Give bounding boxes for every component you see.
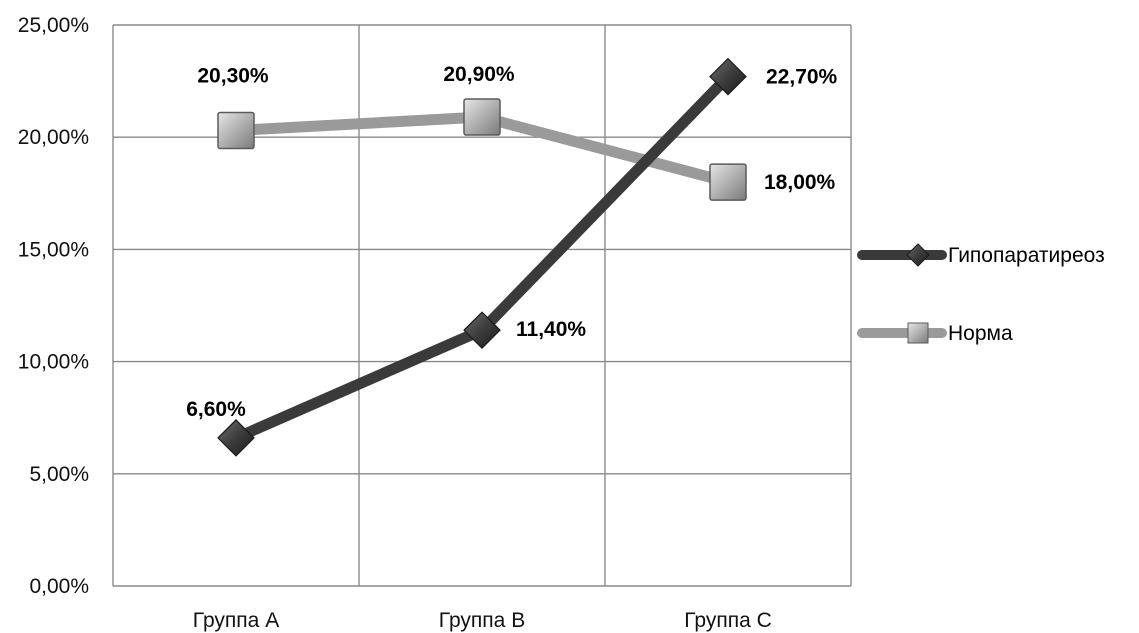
series-point-norma [463,98,501,136]
series-point-norma [217,111,255,150]
legend-marker-diamond [906,243,930,267]
x-tick-label: Группа С [684,609,772,632]
y-tick-label: 20,00% [18,126,89,149]
data-label: 6,60% [186,398,246,421]
y-tick-label: 15,00% [18,238,89,261]
legend-label: Гипопаратиреоз [948,244,1105,267]
data-labels: 6,60% 11,40% 22,70% 20,30% 20,90% 18,00% [186,63,837,421]
y-tick-label: 0,00% [29,575,89,598]
legend: Гипопаратиреоз Норма [857,243,1105,345]
legend-label: Норма [948,322,1013,345]
grid-lines [112,24,852,587]
y-tick-label: 5,00% [29,463,89,486]
data-label: 20,90% [443,63,515,86]
series-group [217,57,747,457]
data-label: 11,40% [516,318,586,341]
series-point-gipoparatireoz [463,311,501,350]
x-axis: Группа А Группа В Группа С [193,609,772,632]
series-point-norma [709,163,747,201]
series-point-gipoparatireoz [709,57,747,96]
y-tick-label: 25,00% [18,14,89,37]
y-tick-label: 10,00% [18,351,89,374]
data-label: 22,70% [766,66,838,89]
data-label: 20,30% [197,64,269,87]
data-label: 18,00% [764,171,836,194]
y-axis: 0,00% 5,00% 10,00% 15,00% 20,00% 25,00% [18,14,89,598]
legend-marker-square [907,322,929,344]
x-tick-label: Группа В [439,609,525,632]
x-tick-label: Группа А [193,609,279,632]
series-point-gipoparatireoz [217,419,255,457]
